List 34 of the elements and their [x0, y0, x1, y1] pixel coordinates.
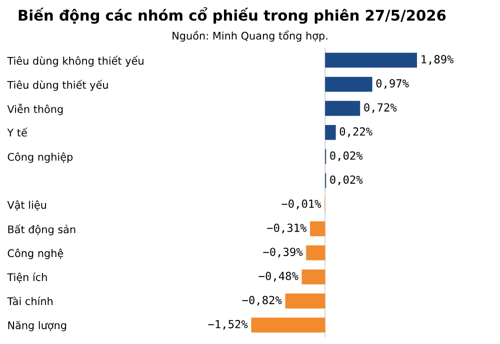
y-tick-label: Tài chính — [7, 296, 53, 306]
bar — [325, 124, 336, 140]
chart-title: Biến động các nhóm cổ phiếu trong phiên 27/5/2026 — [18, 7, 446, 24]
data-label: 0,97% — [376, 79, 409, 89]
data-label: −0,39% — [263, 248, 303, 258]
y-tick-label: Công nghiệp — [8, 152, 73, 163]
y-tick-label: Bất động sản — [8, 224, 76, 236]
y-tick-label: Viễn thông — [7, 104, 63, 116]
y-tick-label: Công nghệ — [8, 248, 64, 260]
bar — [306, 245, 326, 260]
data-label: 0,22% — [340, 127, 372, 138]
y-tick-label: Tiện ích — [7, 272, 47, 283]
data-label: −0,48% — [258, 272, 298, 282]
data-label: −0,01% — [282, 200, 322, 210]
bar — [310, 221, 326, 236]
y-tick-label: Y tế — [7, 128, 28, 137]
y-tick-label: Tiêu dùng thiết yếu — [7, 80, 108, 91]
data-label: −0,82% — [242, 296, 282, 306]
bar — [325, 100, 360, 116]
y-tick-label: Vật liệu — [7, 200, 46, 211]
data-label: 0,02% — [330, 151, 363, 162]
y-tick-label: Tiêu dùng không thiết yếu — [7, 56, 144, 67]
bar — [325, 76, 372, 92]
data-label: 1,89% — [422, 55, 454, 65]
data-label: −1,52% — [208, 320, 248, 330]
chart-subtitle: Nguồn: Minh Quang tổng hợp. — [172, 30, 328, 42]
data-label: 0,02% — [330, 175, 363, 186]
y-tick-label: Năng lượng — [8, 321, 66, 332]
bar — [285, 294, 326, 308]
bar — [302, 269, 326, 284]
data-label: 0,72% — [364, 103, 397, 114]
data-label: −0,31% — [267, 224, 307, 234]
bar — [251, 318, 326, 333]
bar — [325, 52, 417, 68]
